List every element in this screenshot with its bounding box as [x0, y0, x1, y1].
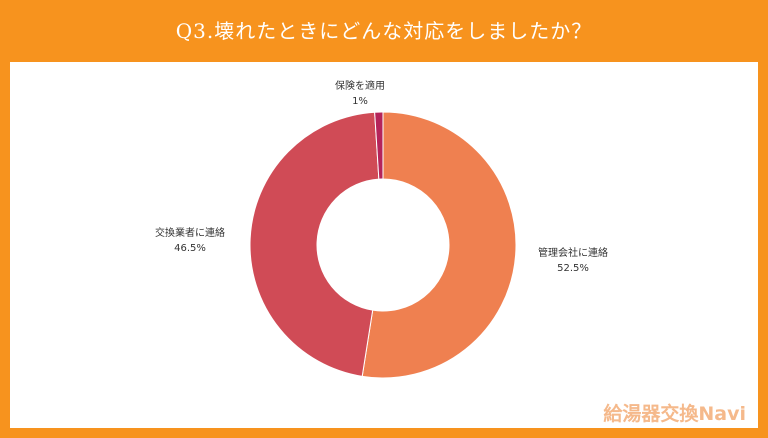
slice-0 [361, 111, 517, 379]
header-bar: Q3.壊れたときにどんな対応をしましたか？ [0, 0, 768, 62]
slice-value-label-0: 52.5% [557, 263, 589, 274]
brand-watermark: 給湯器交換Navi [603, 403, 746, 425]
slice-label-0: 管理会社に連絡 [538, 246, 608, 259]
slice-value-label-2: 1% [352, 96, 368, 107]
slice-label-2: 保険を適用 [335, 79, 385, 92]
chart-title: Q3.壊れたときにどんな対応をしましたか？ [175, 19, 593, 43]
slice-2 [374, 111, 384, 180]
slice-label-1: 交換業者に連絡 [155, 226, 225, 239]
slice-value-label-1: 46.5% [174, 243, 206, 254]
slice-1 [249, 111, 380, 377]
